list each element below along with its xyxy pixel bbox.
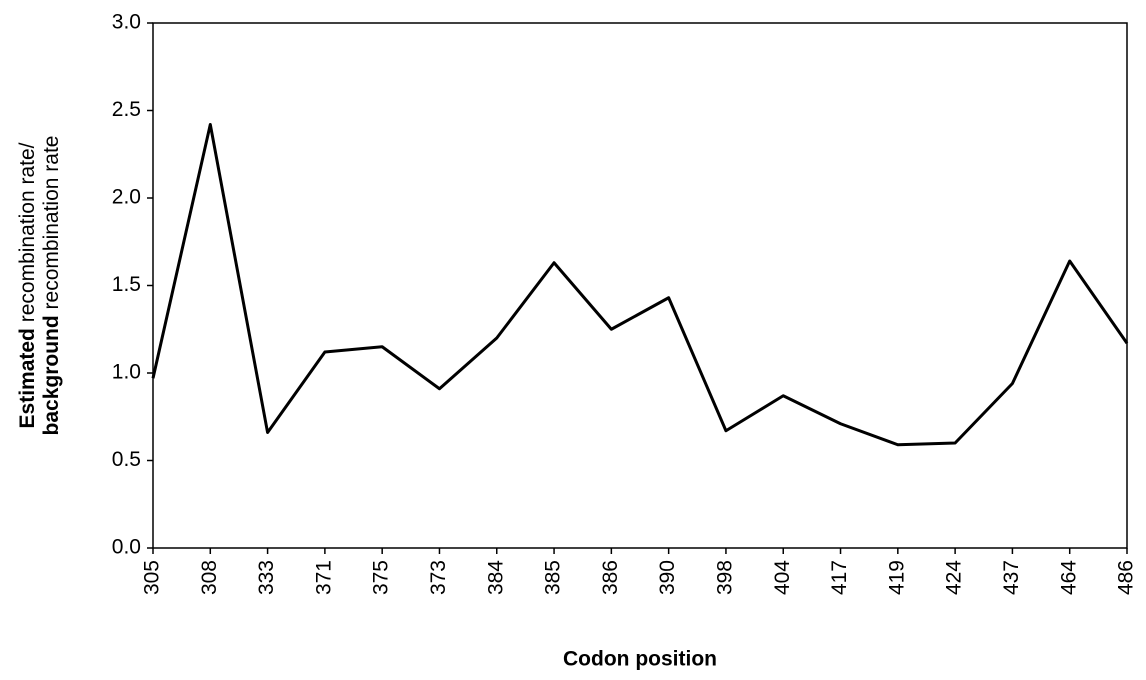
x-tick-label: 390: [656, 560, 679, 595]
x-tick-label: 333: [255, 560, 278, 595]
x-tick-label: 373: [427, 560, 450, 595]
plot-frame: [152, 22, 1128, 549]
x-tick-label: 437: [1000, 560, 1023, 595]
y-tick-label: 2.5: [112, 98, 141, 121]
x-tick-label: 486: [1115, 560, 1138, 595]
x-tick-label: 398: [713, 560, 736, 595]
y-tick-label: 1.5: [112, 273, 141, 296]
y-axis-label-text: recombination rate/: [16, 142, 39, 328]
x-tick-label: 308: [198, 560, 221, 595]
y-tick-label: 1.0: [112, 361, 141, 384]
x-tick-label: 375: [370, 560, 393, 595]
data-line: [151, 123, 1129, 447]
y-axis-label: Estimated recombination rate/background …: [16, 136, 63, 436]
x-tick-label: 417: [828, 560, 851, 595]
x-tick-label: 385: [542, 560, 565, 595]
x-tick-label: 464: [1057, 560, 1080, 595]
x-tick-label: 419: [885, 560, 908, 595]
y-tick-label: 0.0: [112, 536, 141, 559]
y-axis-label-bold: Estimated: [16, 328, 39, 428]
y-tick-label: 0.5: [112, 448, 141, 471]
x-tick-label: 424: [943, 560, 966, 595]
x-tick-label: 371: [312, 560, 335, 595]
y-axis-label-text: recombination rate: [40, 136, 63, 316]
y-axis-label-bold: background: [40, 315, 63, 435]
x-axis-label: Codon position: [563, 648, 717, 671]
y-tick-label: 3.0: [112, 11, 141, 34]
y-tick-label: 2.0: [112, 186, 141, 209]
x-tick-label: 386: [599, 560, 622, 595]
x-tick-label: 384: [484, 560, 507, 595]
x-tick-label: 404: [771, 560, 794, 595]
x-tick-label: 305: [141, 560, 164, 595]
